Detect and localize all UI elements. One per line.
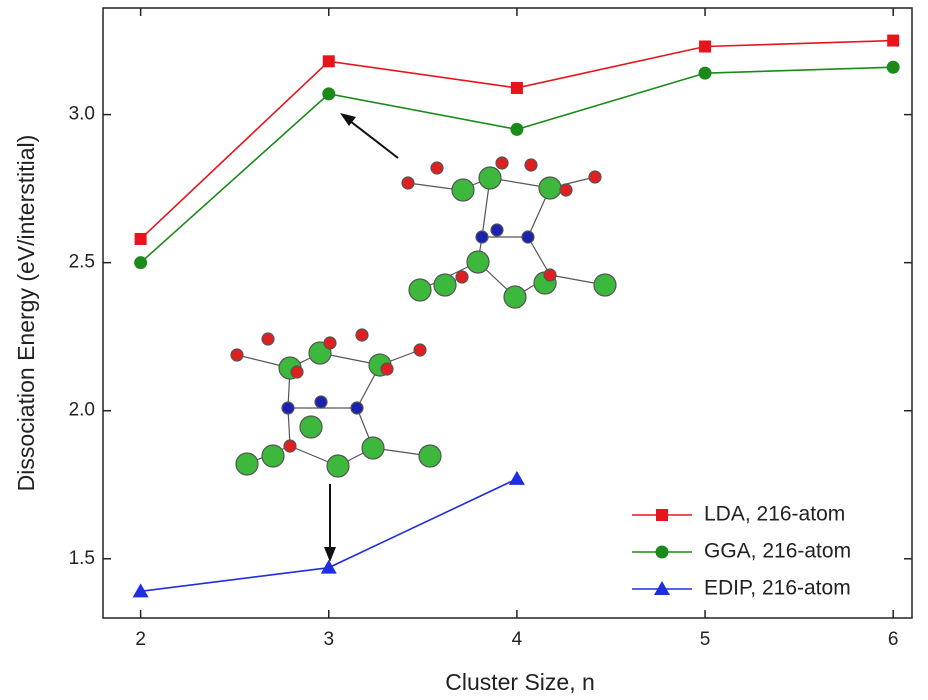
marker bbox=[655, 545, 669, 559]
y-tick-label: 2.5 bbox=[69, 252, 95, 273]
marker bbox=[132, 583, 149, 598]
series-line bbox=[140, 66, 894, 264]
legend-label: GGA, 216-atom bbox=[704, 540, 851, 563]
x-tick-label: 3 bbox=[323, 629, 334, 650]
x-tick-label: 2 bbox=[135, 629, 146, 650]
marker bbox=[322, 87, 336, 101]
x-tick-label: 5 bbox=[700, 629, 711, 650]
legend-label: LDA, 216-atom bbox=[704, 503, 845, 526]
y-tick-label: 3.0 bbox=[69, 104, 95, 125]
marker bbox=[654, 581, 670, 595]
arrows bbox=[324, 113, 399, 562]
marker bbox=[320, 559, 337, 574]
marker bbox=[322, 55, 335, 68]
marker bbox=[510, 122, 524, 136]
marker bbox=[887, 34, 900, 47]
structure-upper bbox=[401, 156, 617, 309]
x-axis-label: Cluster Size, n bbox=[445, 669, 595, 695]
marker bbox=[699, 40, 712, 53]
marker bbox=[134, 232, 147, 245]
x-tick-label: 6 bbox=[888, 629, 899, 650]
marker bbox=[508, 470, 525, 485]
series-line bbox=[140, 478, 518, 593]
x-tick-label: 4 bbox=[512, 629, 523, 650]
marker bbox=[134, 256, 148, 270]
legend-label: EDIP, 216-atom bbox=[704, 577, 851, 600]
marker bbox=[510, 81, 523, 94]
y-tick-label: 2.0 bbox=[69, 400, 95, 421]
marker bbox=[698, 66, 712, 80]
y-tick-label: 1.5 bbox=[69, 548, 95, 569]
structure-lower bbox=[230, 328, 442, 478]
plot-frame bbox=[102, 7, 913, 619]
y-axis-label: Dissociation Energy (eV/interstitial) bbox=[13, 135, 39, 492]
marker bbox=[656, 509, 668, 521]
marker bbox=[886, 60, 900, 74]
